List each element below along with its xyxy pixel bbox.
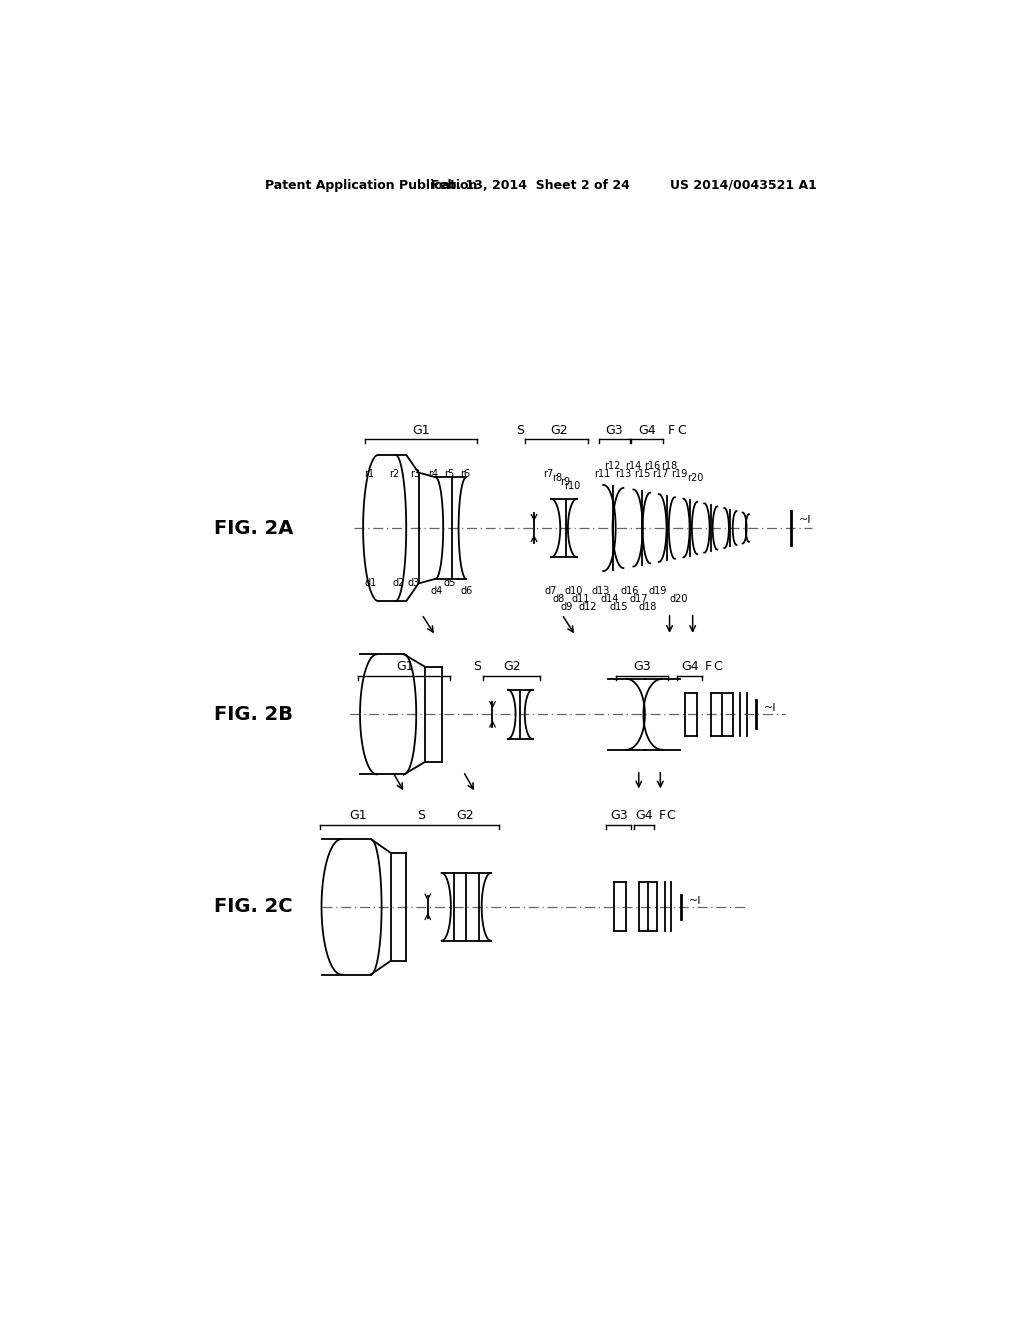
Text: G4: G4 xyxy=(635,809,653,822)
Text: d15: d15 xyxy=(609,602,628,611)
Text: G2: G2 xyxy=(550,424,567,437)
Text: r16: r16 xyxy=(644,462,660,471)
Text: F: F xyxy=(658,809,666,822)
Text: r1: r1 xyxy=(365,469,375,479)
Text: Feb. 13, 2014  Sheet 2 of 24: Feb. 13, 2014 Sheet 2 of 24 xyxy=(431,178,630,191)
Text: r9: r9 xyxy=(560,477,570,487)
Text: r17: r17 xyxy=(652,469,669,479)
Text: G3: G3 xyxy=(605,424,623,437)
Text: d5: d5 xyxy=(444,578,457,589)
Text: r7: r7 xyxy=(543,469,553,479)
Text: r19: r19 xyxy=(671,469,687,479)
Text: G3: G3 xyxy=(633,660,650,673)
Text: d9: d9 xyxy=(560,602,572,611)
Text: FIG. 2A: FIG. 2A xyxy=(214,519,293,537)
Text: d1: d1 xyxy=(365,578,377,589)
Text: r10: r10 xyxy=(563,480,580,491)
Text: r6: r6 xyxy=(460,469,470,479)
Text: FIG. 2B: FIG. 2B xyxy=(214,705,293,723)
Text: d13: d13 xyxy=(591,586,609,597)
Text: r8: r8 xyxy=(552,473,562,483)
Text: ~I: ~I xyxy=(764,704,776,713)
Text: d4: d4 xyxy=(430,586,442,597)
Text: G4: G4 xyxy=(638,424,656,437)
Text: F: F xyxy=(668,424,675,437)
Text: G1: G1 xyxy=(396,660,414,673)
Text: d10: d10 xyxy=(564,586,583,597)
Text: S: S xyxy=(473,660,481,673)
Text: G3: G3 xyxy=(610,809,628,822)
Text: S: S xyxy=(516,424,524,437)
Text: d19: d19 xyxy=(649,586,668,597)
Text: ~I: ~I xyxy=(689,896,701,907)
Text: d14: d14 xyxy=(600,594,618,603)
Text: r5: r5 xyxy=(444,469,455,479)
Text: r12: r12 xyxy=(604,462,621,471)
Text: ~I: ~I xyxy=(799,515,811,525)
Text: d2: d2 xyxy=(392,578,404,589)
Text: d7: d7 xyxy=(544,586,556,597)
Text: d18: d18 xyxy=(639,602,657,611)
Text: G2: G2 xyxy=(457,809,474,822)
Text: F: F xyxy=(705,660,712,673)
Text: r2: r2 xyxy=(389,469,399,479)
Text: C: C xyxy=(713,660,722,673)
Text: r18: r18 xyxy=(662,462,678,471)
Text: d11: d11 xyxy=(571,594,590,603)
Text: G1: G1 xyxy=(412,424,430,437)
Text: r14: r14 xyxy=(626,462,641,471)
Text: d3: d3 xyxy=(408,578,420,589)
Text: C: C xyxy=(678,424,686,437)
Text: G2: G2 xyxy=(503,660,520,673)
Text: S: S xyxy=(418,809,426,822)
Text: G4: G4 xyxy=(681,660,698,673)
Text: d6: d6 xyxy=(460,586,472,597)
Text: d12: d12 xyxy=(579,602,597,611)
Text: r11: r11 xyxy=(594,469,610,479)
Text: r4: r4 xyxy=(428,469,438,479)
Text: C: C xyxy=(667,809,676,822)
Text: r13: r13 xyxy=(615,469,632,479)
Text: d8: d8 xyxy=(553,594,565,603)
Text: d16: d16 xyxy=(621,586,639,597)
Text: d20: d20 xyxy=(670,594,688,603)
Text: r3: r3 xyxy=(411,469,421,479)
Text: FIG. 2C: FIG. 2C xyxy=(214,898,292,916)
Text: r20: r20 xyxy=(687,473,703,483)
Text: G1: G1 xyxy=(349,809,368,822)
Text: US 2014/0043521 A1: US 2014/0043521 A1 xyxy=(670,178,816,191)
Text: d17: d17 xyxy=(630,594,648,603)
Text: Patent Application Publication: Patent Application Publication xyxy=(265,178,477,191)
Text: r15: r15 xyxy=(635,469,651,479)
